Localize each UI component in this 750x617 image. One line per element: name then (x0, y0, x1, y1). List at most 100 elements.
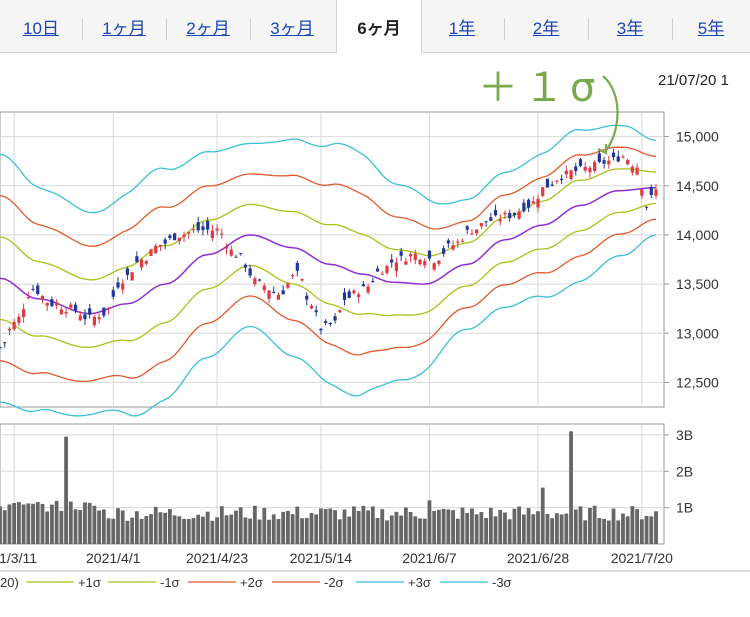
tab-period-2[interactable]: 2ヶ月 (186, 19, 230, 38)
volume-bar (167, 509, 172, 544)
candle-body (3, 342, 7, 344)
candle-body (7, 328, 12, 331)
volume-bar (446, 509, 451, 544)
tab-period-5[interactable]: 1年 (448, 19, 476, 38)
volume-bar (474, 514, 479, 544)
candle-body (191, 229, 196, 231)
volume-bar (630, 506, 635, 544)
volume-bar (319, 508, 323, 544)
candle-body (83, 314, 87, 320)
legend-entry-3: -2σ (324, 575, 344, 590)
legend-entry-4: +3σ (408, 575, 431, 590)
volume-bar (602, 518, 606, 544)
candle-body (262, 285, 266, 291)
candle-body (588, 167, 592, 173)
candle-body (465, 226, 469, 230)
candle-body (187, 232, 191, 234)
volume-bar (2, 510, 7, 544)
candle-body (493, 210, 498, 216)
volume-bar (0, 506, 2, 544)
band-line-0 (0, 168, 657, 281)
volume-bar (517, 506, 522, 544)
volume-bar (403, 507, 408, 544)
volume-tick-label: 3B (676, 427, 693, 443)
candle-body (182, 234, 186, 237)
volume-bar (45, 511, 50, 544)
candle-body (64, 311, 68, 314)
volume-bar (385, 520, 389, 544)
volume-bar (536, 511, 540, 544)
candle-body (357, 294, 361, 298)
volume-bar (215, 517, 219, 544)
tab-separator (672, 18, 673, 40)
volume-bar (621, 513, 625, 544)
candle-body (418, 259, 422, 265)
volume-bar (554, 513, 559, 544)
candle-body (442, 248, 446, 254)
price-tick-label: 15,000 (676, 129, 719, 145)
candle-body (73, 304, 78, 311)
volume-bar (149, 514, 153, 544)
volume-bar (408, 512, 413, 544)
volume-bar (295, 506, 300, 544)
volume-bar (564, 513, 569, 544)
tab-period-1[interactable]: 1ヶ月 (102, 19, 146, 38)
candle-body (423, 260, 427, 266)
candle-body (26, 297, 30, 299)
volume-bar (26, 503, 31, 544)
tab-period-6[interactable]: 2年 (532, 19, 560, 38)
candle-body (437, 260, 441, 264)
volume-bar (201, 516, 205, 544)
tab-period-8[interactable]: 5年 (697, 19, 725, 38)
candle-body (545, 178, 550, 188)
candle-body (106, 307, 111, 309)
volume-bar (592, 505, 597, 544)
volume-bar (314, 514, 319, 544)
candle-body (479, 223, 483, 227)
candle-body (276, 294, 281, 300)
volume-bar (285, 510, 290, 544)
volume-bar (451, 510, 455, 544)
candle-body (654, 189, 658, 196)
x-tick-label: 2021/4/1 (86, 550, 141, 566)
volume-bar (479, 512, 484, 544)
volume-bar (83, 502, 87, 544)
volume-bar (569, 431, 573, 544)
x-tick-label: 2021/7/20 (611, 550, 673, 566)
candle-body (333, 316, 337, 321)
candle-body (503, 212, 507, 215)
candle-body (475, 229, 479, 234)
tab-separator (166, 18, 167, 40)
tab-period-0[interactable]: 10日 (23, 19, 59, 38)
tab-separator (504, 18, 505, 40)
volume-bar (40, 503, 45, 544)
candle-body (220, 233, 224, 235)
price-plot-area (0, 111, 665, 408)
volume-bar (578, 506, 583, 544)
volume-bar (78, 510, 83, 544)
volume-bar (172, 515, 177, 544)
period-tabs: 10日 1ヶ月 2ヶ月 3ヶ月 6ヶ月 1年 2年 3年 5年 (0, 0, 750, 53)
volume-bar (573, 509, 578, 544)
candle-body (50, 299, 54, 307)
volume-bar (531, 514, 536, 544)
band-line-3 (0, 218, 657, 383)
volume-bar (186, 519, 191, 544)
volume-bar (588, 507, 592, 544)
candle-body (69, 304, 73, 308)
volume-bar (488, 507, 493, 544)
tab-separator (588, 18, 589, 40)
candle-body (59, 309, 63, 315)
volume-bar (503, 512, 507, 544)
candle-body (555, 180, 559, 182)
candle-body (12, 322, 16, 330)
tab-period-4[interactable]: 6ヶ月 (336, 0, 422, 53)
tab-period-7[interactable]: 3年 (616, 19, 644, 38)
tab-period-3[interactable]: 3ヶ月 (270, 19, 314, 38)
volume-bar (111, 518, 116, 544)
x-tick-label: 2021/6/28 (507, 550, 569, 566)
legend-entry-5: -3σ (492, 575, 512, 590)
candle-body (352, 290, 356, 294)
candle-body (196, 222, 200, 231)
volume-bar (7, 504, 12, 544)
